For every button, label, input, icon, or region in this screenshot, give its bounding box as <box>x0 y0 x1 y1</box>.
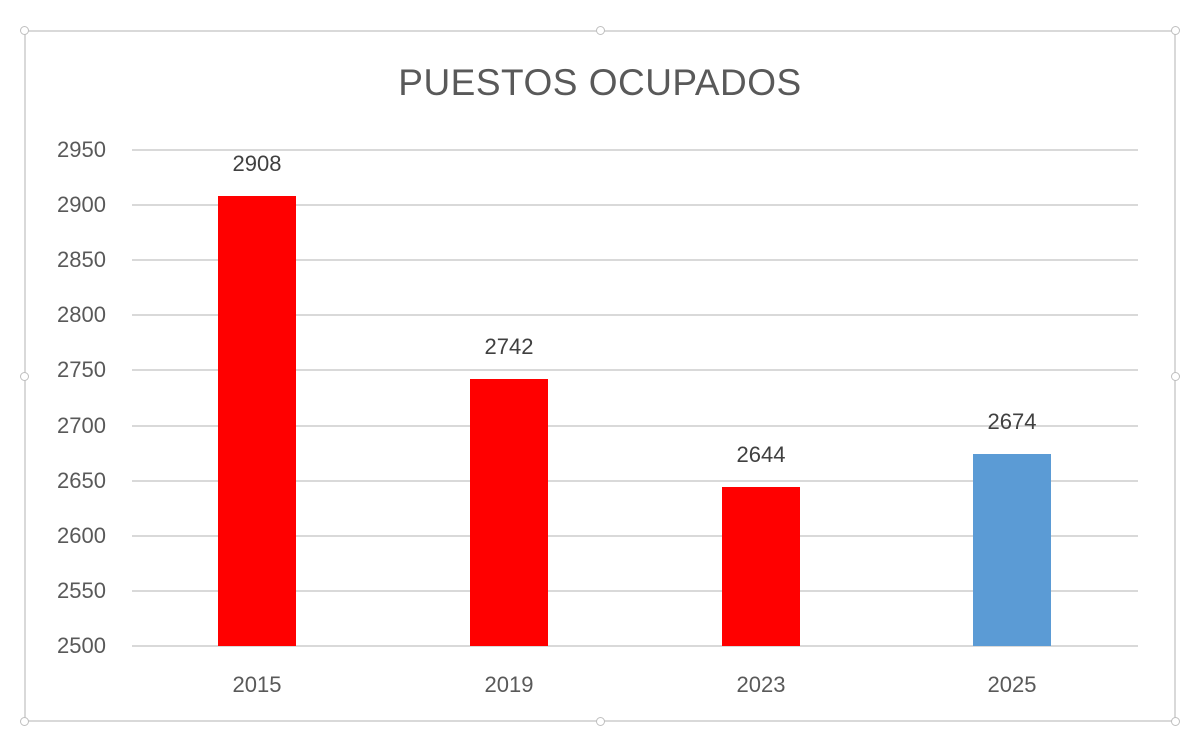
x-axis-tick-label: 2019 <box>484 672 534 697</box>
bar-2023[interactable] <box>722 487 800 646</box>
y-axis-tick-label: 2500 <box>57 633 106 658</box>
resize-handle-top-center[interactable] <box>596 26 605 35</box>
resize-handle-bottom-right[interactable] <box>1171 717 1180 726</box>
gridline <box>132 424 1138 427</box>
y-axis-tick-label: 2800 <box>57 302 106 328</box>
resize-handle-top-right[interactable] <box>1171 26 1180 35</box>
y-axis-tick-label: 2850 <box>57 247 106 273</box>
bar-2025[interactable] <box>973 454 1051 646</box>
bar-2015[interactable] <box>218 196 296 646</box>
resize-handle-bottom-left[interactable] <box>20 717 29 726</box>
gridline <box>132 589 1138 592</box>
gridline <box>132 479 1138 482</box>
y-axis-tick-label: 2900 <box>57 192 106 218</box>
y-axis-tick-label: 2700 <box>57 412 106 438</box>
x-axis-tick-label: 2023 <box>736 672 786 697</box>
bar-2019[interactable] <box>470 379 548 646</box>
y-axis-tick-label: 2600 <box>57 522 106 548</box>
data-label: 2674 <box>987 409 1037 435</box>
gridline <box>132 645 1138 647</box>
y-axis-tick-label: 2650 <box>57 467 106 493</box>
y-axis-tick-label: 2950 <box>57 137 106 162</box>
data-label: 2644 <box>736 442 786 468</box>
data-label: 2742 <box>484 334 534 360</box>
gridline <box>132 204 1138 207</box>
y-axis-tick-label: 2750 <box>57 357 106 383</box>
gridline <box>132 314 1138 317</box>
chart-title: PUESTOS OCUPADOS <box>398 62 802 103</box>
x-axis-tick-label: 2025 <box>987 672 1037 697</box>
gridline <box>132 369 1138 372</box>
y-axis-tick-label: 2550 <box>57 577 106 603</box>
resize-handle-middle-right[interactable] <box>1171 372 1180 381</box>
gridline <box>132 534 1138 537</box>
resize-handle-bottom-center[interactable] <box>596 717 605 726</box>
resize-handle-top-left[interactable] <box>20 26 29 35</box>
gridline <box>132 149 1138 151</box>
gridline <box>132 259 1138 262</box>
x-axis-tick-label: 2015 <box>232 672 282 697</box>
resize-handle-middle-left[interactable] <box>20 372 29 381</box>
data-label: 2908 <box>232 151 282 177</box>
